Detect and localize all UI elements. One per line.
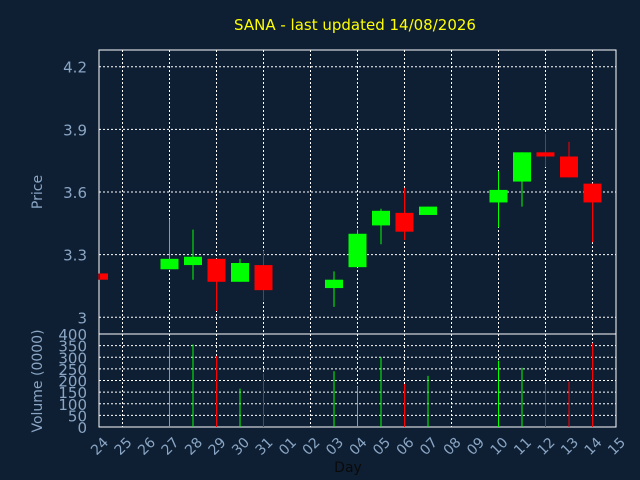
price-tick-label: 3.3	[63, 247, 87, 265]
candle-body	[419, 206, 437, 215]
x-tick-label: 11	[511, 435, 535, 459]
candle	[536, 133, 555, 167]
x-tick-label: 27	[159, 435, 183, 459]
x-tick-label: 06	[394, 435, 418, 459]
price-tick-label: 3	[77, 309, 87, 327]
candle-body	[100, 273, 108, 280]
x-tick-label: 13	[558, 435, 582, 459]
x-tick-label: 09	[464, 435, 488, 459]
volume-tick-label: 250	[58, 361, 87, 379]
x-tick-label: 14	[582, 435, 606, 459]
price-tick-label: 4.2	[63, 59, 87, 77]
x-tick-label: 31	[253, 435, 277, 459]
x-tick-label: 01	[276, 435, 300, 459]
x-tick-label: 12	[535, 435, 559, 459]
candle-body	[325, 279, 343, 289]
candle-body	[184, 256, 202, 266]
x-tick-label: 08	[441, 435, 465, 459]
volume-axis-label: Volume (0000)	[30, 329, 46, 432]
price-tick-label: 3.9	[63, 121, 87, 139]
volume-tick-label: 50	[68, 407, 87, 425]
x-tick-label: 28	[182, 435, 206, 459]
volume-tick-label: 200	[58, 373, 87, 391]
x-tick-label: 07	[417, 435, 441, 459]
volume-tick-label: 300	[58, 349, 87, 367]
x-tick-label: 24	[88, 435, 112, 459]
candle-body	[207, 258, 226, 282]
x-tick-label: 03	[323, 435, 347, 459]
candle	[254, 250, 273, 301]
volume-tick-label: 400	[58, 326, 87, 344]
candle	[372, 208, 390, 245]
candle-body	[560, 156, 578, 178]
candle-body	[489, 189, 508, 203]
x-axis: 24 25 26 27 28 29 30 31 01 02 03 04 05 06 07 08 09 10 11 12…	[88, 435, 629, 459]
candle	[419, 206, 437, 215]
x-tick-label: 02	[300, 435, 324, 459]
candle	[231, 258, 249, 282]
candle	[98, 273, 108, 280]
candle-body	[160, 258, 179, 270]
x-tick-label: 04	[347, 435, 371, 459]
x-tick-label: 29	[206, 435, 230, 459]
price-axis-label: Price	[30, 175, 46, 209]
x-tick-label: 25	[112, 435, 136, 459]
volume-tick-label: 0	[77, 419, 87, 437]
volume-tick-label: 150	[58, 384, 87, 402]
price-panel: 3 3.3 3.6 3.9 4.2	[63, 49, 617, 335]
x-tick-label: 30	[229, 435, 253, 459]
candle	[395, 187, 414, 241]
price-tick-label: 3.6	[63, 184, 87, 202]
candle	[325, 271, 343, 307]
chart-title: SANA - last updated 14/08/2026	[234, 16, 476, 34]
x-tick-label: 05	[370, 435, 394, 459]
candle	[560, 141, 578, 178]
candle	[160, 219, 179, 270]
x-tick-label: 26	[135, 435, 159, 459]
volume-tick-label: 100	[58, 396, 87, 414]
candle	[513, 152, 531, 207]
candle	[184, 229, 202, 280]
candle-body	[583, 183, 602, 203]
candle-body	[536, 152, 555, 157]
candle-body	[395, 212, 414, 232]
x-tick-label: 10	[488, 435, 512, 459]
x-tick-label: 15	[605, 435, 629, 459]
candle-body	[348, 233, 367, 268]
candle	[348, 229, 367, 268]
x-axis-label: Day	[334, 460, 362, 476]
candle	[583, 183, 602, 243]
candle	[207, 258, 226, 312]
candle-body	[254, 265, 273, 291]
candle-body	[231, 263, 249, 282]
candle-body	[513, 152, 531, 182]
candle-body	[372, 210, 390, 226]
candle	[489, 171, 508, 228]
volume-tick-label: 350	[58, 338, 87, 356]
